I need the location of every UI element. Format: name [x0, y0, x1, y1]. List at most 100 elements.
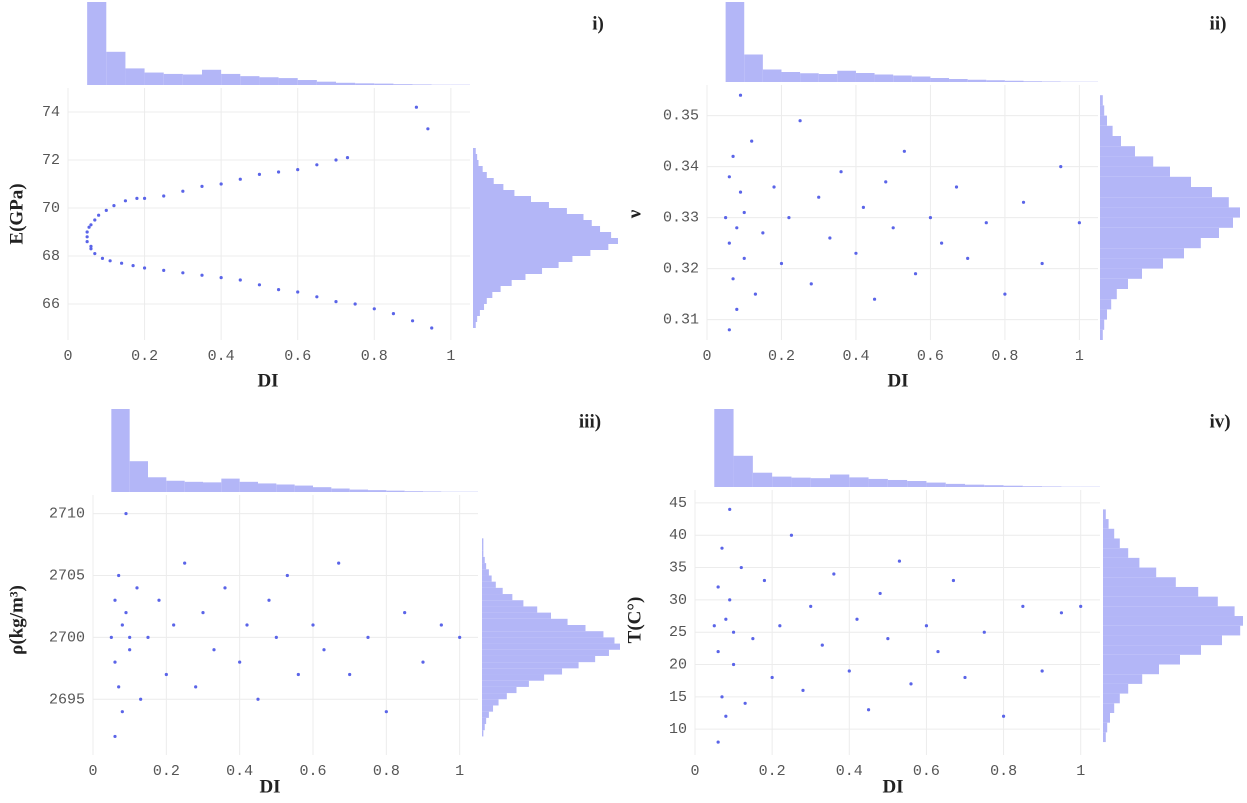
point [738, 190, 743, 194]
x-axis-label: DI [887, 370, 908, 391]
y-histogram-bar [1100, 95, 1103, 106]
point [735, 307, 739, 311]
y-histogram-bar [482, 631, 604, 638]
point [751, 637, 755, 641]
point [334, 158, 338, 162]
x-histogram-bar [887, 479, 908, 487]
y-histogram-bar [482, 587, 503, 595]
y-tick-label: 74 [42, 104, 60, 121]
x-tick-label: 0.8 [990, 763, 1017, 780]
x-histogram-bar [331, 488, 350, 492]
point [276, 288, 281, 292]
y-axis-label: E(GPa) [6, 183, 27, 244]
y-histogram-bar [473, 184, 504, 190]
x-tick-label: 0.8 [361, 348, 388, 365]
x-tick-label: 0 [88, 763, 97, 780]
point [276, 170, 281, 174]
y-histogram-bar [473, 310, 480, 316]
point [256, 697, 260, 701]
point [772, 185, 776, 189]
point [809, 604, 813, 608]
y-histogram-bar [1103, 664, 1159, 675]
point [731, 662, 736, 667]
point [731, 154, 735, 158]
x-tick-label: 0.2 [131, 348, 158, 365]
y-histogram-bar [482, 594, 513, 601]
x-histogram-bar [221, 73, 241, 85]
point [391, 312, 396, 316]
x-histogram-bar [368, 490, 387, 492]
point [345, 156, 350, 160]
x-axis-label: DI [259, 776, 280, 797]
y-histogram-bar [473, 208, 567, 214]
y-histogram-bar [1100, 197, 1229, 208]
x-histogram-bar [714, 409, 734, 487]
y-histogram-bar [473, 196, 531, 202]
x-histogram-bar [781, 72, 801, 82]
point [348, 672, 352, 677]
point [720, 546, 724, 550]
x-histogram-bar [412, 84, 432, 85]
x-histogram-bar [744, 54, 763, 82]
point [720, 695, 724, 699]
y-tick-label: 20 [669, 656, 687, 673]
point [789, 533, 794, 537]
point [257, 172, 262, 176]
point [963, 675, 967, 680]
point [296, 672, 300, 677]
point [778, 624, 782, 628]
y-tick-label: 2705 [49, 567, 85, 584]
point [311, 623, 315, 627]
y-histogram-bar [473, 268, 543, 274]
point [761, 231, 765, 235]
x-histogram-bar [818, 74, 838, 82]
point [353, 302, 357, 306]
y-histogram-bar [1100, 268, 1142, 279]
x-histogram-bar [336, 82, 356, 85]
x-histogram-bar [276, 484, 295, 492]
x-histogram-bar [313, 487, 332, 492]
x-histogram-bar [945, 483, 965, 487]
y-histogram-bar [1103, 577, 1176, 587]
point [727, 328, 731, 332]
y-histogram-bar [1103, 586, 1199, 597]
y-histogram-bar [482, 581, 496, 588]
y-histogram-bar [1100, 299, 1112, 310]
x-histogram-bar [967, 79, 987, 82]
point [113, 734, 117, 739]
y-histogram-bar [1100, 248, 1184, 259]
point [951, 578, 956, 583]
x-tick-label: 1 [446, 348, 455, 365]
x-histogram-bar [374, 83, 394, 85]
point [245, 623, 249, 627]
x-histogram-bar [1004, 80, 1024, 82]
x-histogram-bar [733, 455, 753, 487]
x-tick-label: 0.4 [208, 348, 235, 365]
point [738, 93, 743, 97]
point [750, 139, 754, 143]
point [223, 586, 227, 590]
y-histogram-bar [1103, 683, 1129, 694]
x-histogram-bar [855, 73, 875, 82]
y-histogram-bar [473, 250, 591, 256]
x-tick-label: 0.6 [284, 348, 311, 365]
y-histogram-bar [1103, 528, 1115, 539]
point [109, 635, 113, 639]
y-histogram-bar [1100, 227, 1219, 238]
point [157, 598, 161, 602]
x-histogram-bar [87, 2, 107, 85]
point [1021, 200, 1026, 204]
point [1021, 604, 1025, 608]
point [954, 185, 959, 189]
x-histogram-bar [129, 461, 148, 492]
point [727, 241, 731, 245]
y-histogram-bar [473, 280, 512, 286]
point [1077, 221, 1081, 225]
x-histogram-bar [258, 483, 277, 492]
y-tick-label: 2710 [49, 506, 85, 523]
y-tick-label: 72 [42, 152, 60, 169]
y-histogram-bar [482, 618, 568, 625]
point [913, 272, 918, 276]
point [712, 624, 716, 628]
y-histogram-bar [473, 274, 526, 280]
